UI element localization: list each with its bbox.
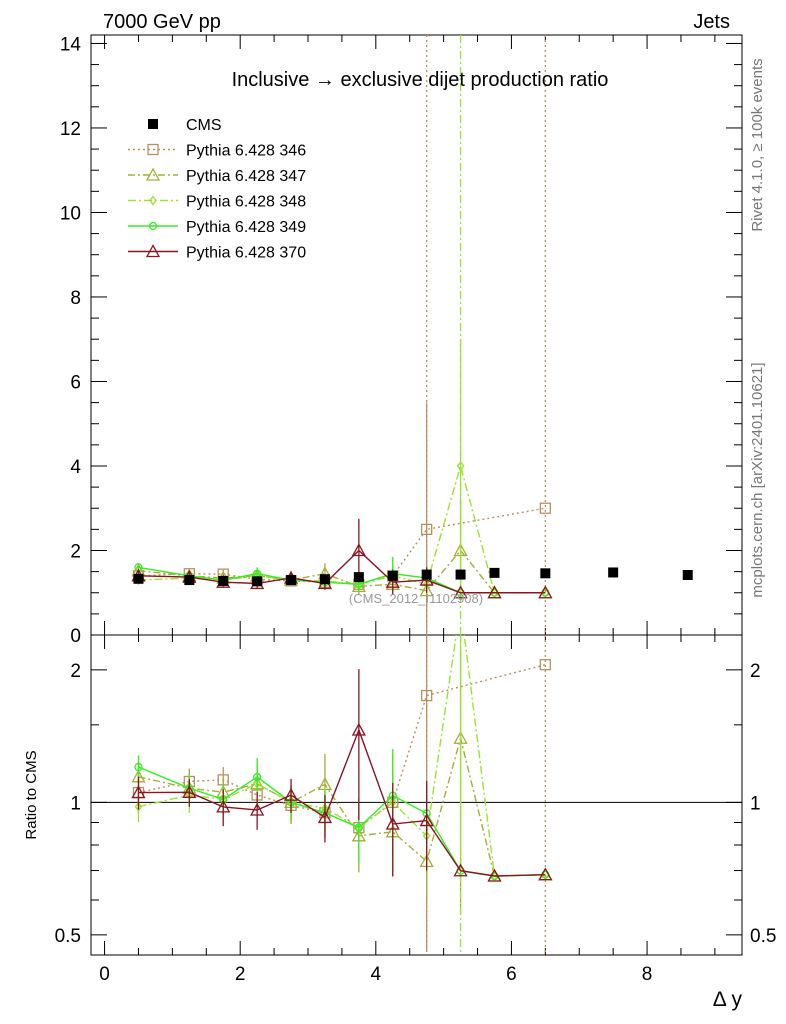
x-tick-label: 8 — [642, 964, 653, 985]
cms-point — [540, 568, 551, 579]
y-tick-label: 12 — [60, 119, 81, 140]
main-plot-area — [131, 35, 693, 635]
series-370-line — [138, 549, 546, 594]
series-349-ratio-point — [252, 772, 262, 782]
cms-point — [489, 567, 500, 578]
series-348-point — [456, 460, 465, 472]
series-370-ratio-point — [250, 802, 265, 816]
header-right: Jets — [693, 11, 730, 33]
series-370-ratio-point — [216, 799, 231, 813]
series-348-ratio-point — [134, 801, 143, 812]
series-370-point — [538, 585, 553, 599]
cms-point — [682, 570, 693, 580]
series-346-ratio-point — [421, 689, 433, 702]
series-370-ratio-point — [419, 813, 434, 827]
cms-point — [218, 575, 229, 586]
y-tick-label: 10 — [60, 203, 81, 224]
series-347-line — [138, 549, 546, 594]
legend-label: Pythia 6.428 348 — [186, 194, 306, 211]
legend-label: Pythia 6.428 346 — [186, 143, 306, 160]
cms-point — [387, 570, 398, 581]
ratio-tick-label: 1 — [70, 793, 81, 814]
ratio-axis-ticks: 0.5 0.5 1 1 2 2 — [55, 661, 777, 947]
series-370-ratio-point — [538, 867, 553, 881]
series-346-point — [539, 502, 551, 514]
series-349-ratio-point — [134, 762, 143, 772]
ratio-tick-label: 2 — [70, 661, 81, 682]
x-tick-label: 6 — [506, 964, 517, 985]
watermark: (CMS_2012_I1102908) — [349, 591, 483, 606]
side-label-bottom: mcplots.cern.ch [arXiv:2401.10621] — [749, 362, 766, 597]
cms-point — [286, 575, 297, 586]
series-349-ratio-line — [138, 766, 546, 877]
cms-point — [133, 573, 144, 584]
chart-title: Inclusive → exclusive dijet production r… — [232, 69, 609, 91]
series-348-ratio-line — [138, 635, 546, 877]
cms-point — [319, 574, 330, 585]
series-370-ratio-point — [351, 722, 366, 736]
ratio-y-axis-label: Ratio to CMS — [23, 750, 40, 839]
cms-point — [608, 567, 619, 578]
series-346-ratio-point — [539, 659, 551, 671]
legend-marker — [149, 195, 157, 206]
series-347-point — [419, 583, 434, 597]
legend-cms-label: CMS — [186, 117, 222, 134]
series-346-line — [138, 507, 546, 586]
y-tick-label: 6 — [70, 372, 81, 393]
series-370-point — [453, 585, 468, 599]
series-370-ratio-point — [453, 863, 468, 877]
legend-marker — [148, 221, 158, 231]
series-370-ratio-point — [385, 816, 400, 830]
series-349-ratio-point — [354, 823, 364, 832]
cms-point — [252, 576, 263, 587]
series-370-ratio-point — [131, 785, 146, 799]
ratio-tick-label-right: 1 — [750, 793, 761, 814]
header-left: 7000 GeV pp — [103, 11, 221, 33]
series-370-point — [385, 574, 400, 588]
ratio-tick-label-right: 0.5 — [750, 926, 776, 947]
cms-point — [184, 575, 195, 586]
y-tick-label: 8 — [70, 288, 81, 309]
series-370-ratio-point — [487, 868, 502, 882]
ratio-tick-label-right: 2 — [750, 661, 761, 682]
legend-label: Pythia 6.428 347 — [186, 168, 306, 185]
legend-marker — [145, 167, 161, 181]
ratio-plot-frame — [90, 634, 743, 956]
y-tick-label: 0 — [70, 626, 81, 647]
cms-point — [353, 572, 364, 583]
ratio-tick-label: 0.5 — [55, 926, 81, 947]
legend-cms-marker — [148, 119, 158, 129]
x-axis-label: Δ y — [713, 988, 743, 1011]
legend: CMS Pythia 6.428 346 Pythia 6.428 347 Pythi… — [128, 117, 306, 262]
cms-point — [421, 569, 432, 580]
legend-marker — [147, 143, 159, 156]
series-370-point — [487, 585, 502, 599]
ratio-plot-area — [131, 635, 553, 955]
series-347-ratio-line — [138, 735, 546, 877]
y-tick-label: 4 — [70, 457, 81, 478]
y-tick-label: 2 — [70, 541, 81, 562]
series-370-point — [351, 543, 366, 557]
y-tick-label: 14 — [60, 34, 82, 55]
series-346-point — [421, 523, 433, 536]
legend-label: Pythia 6.428 349 — [186, 219, 306, 236]
x-tick-label: 4 — [371, 964, 382, 985]
series-370-ratio-point — [182, 784, 197, 798]
series-370-ratio-line — [138, 728, 546, 877]
series-370-ratio-point — [317, 810, 333, 824]
cms-point — [455, 569, 466, 580]
x-tick-label: 2 — [235, 964, 246, 985]
legend-label: Pythia 6.428 370 — [186, 245, 306, 262]
series-370-ratio-point — [283, 787, 299, 801]
x-tick-label: 0 — [99, 964, 110, 985]
legend-marker — [145, 244, 161, 258]
series-346-ratio-line — [138, 664, 546, 829]
side-label-top: Rivet 4.1.0, ≥ 100k events — [749, 58, 766, 231]
